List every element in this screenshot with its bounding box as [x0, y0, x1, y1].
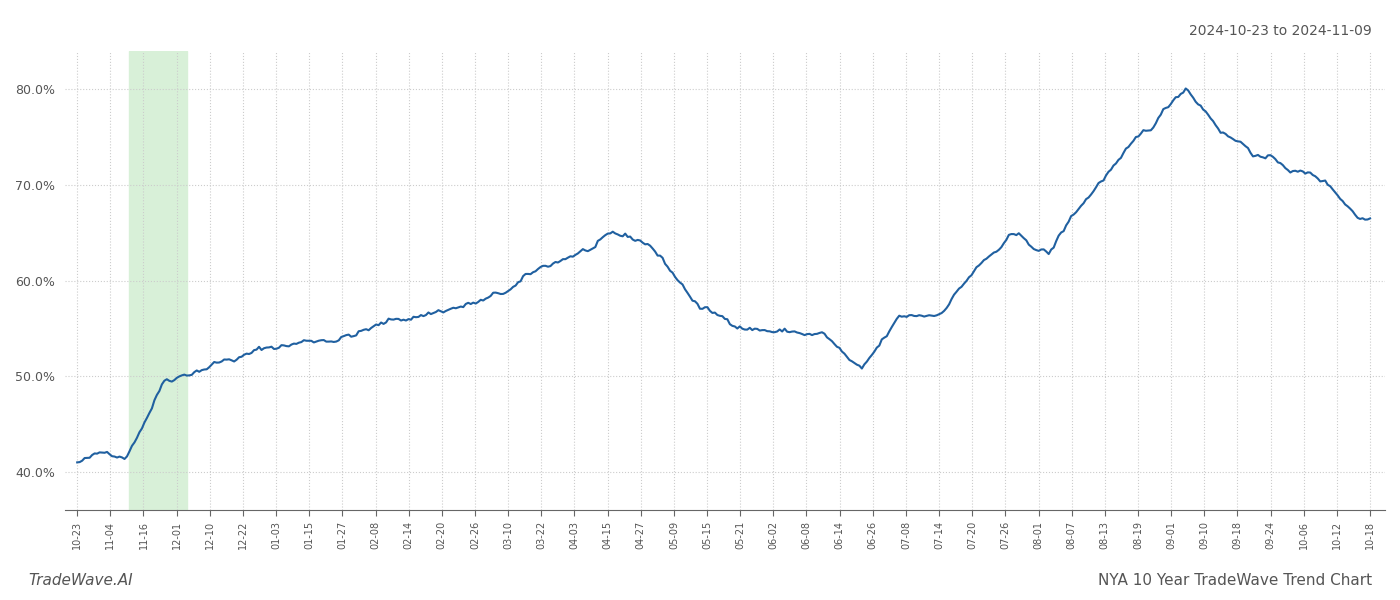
Text: TradeWave.AI: TradeWave.AI	[28, 573, 133, 588]
Text: NYA 10 Year TradeWave Trend Chart: NYA 10 Year TradeWave Trend Chart	[1098, 573, 1372, 588]
Bar	[129, 51, 188, 510]
Text: 2024-10-23 to 2024-11-09: 2024-10-23 to 2024-11-09	[1189, 24, 1372, 38]
